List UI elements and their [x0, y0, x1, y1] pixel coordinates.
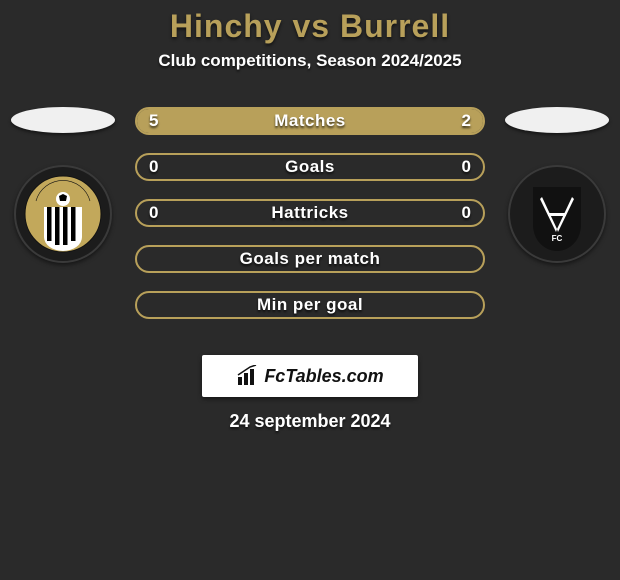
- right-player-column: FC: [502, 107, 612, 263]
- left-club-crest: [14, 165, 112, 263]
- bar-label: Goals per match: [137, 247, 483, 271]
- bar-label: Min per goal: [137, 293, 483, 317]
- chart-zone: FC 52Matches 00Goals 00Hattricks Goals per …: [0, 107, 620, 337]
- date-text: 24 september 2024: [229, 411, 390, 432]
- bar-label: Hattricks: [137, 201, 483, 225]
- svg-text:FC: FC: [552, 234, 563, 243]
- right-country-ellipse: [505, 107, 609, 133]
- stat-bar: Goals per match: [135, 245, 485, 273]
- stat-bar: 52Matches: [135, 107, 485, 135]
- brand-text: FcTables.com: [264, 366, 383, 387]
- bar-label: Goals: [137, 155, 483, 179]
- right-club-crest: FC: [508, 165, 606, 263]
- stat-bar: Min per goal: [135, 291, 485, 319]
- footer: FcTables.com 24 september 2024: [0, 355, 620, 432]
- bar-chart-icon: [236, 365, 260, 387]
- left-country-ellipse: [11, 107, 115, 133]
- afc-crest-icon: FC: [518, 175, 596, 253]
- left-player-column: [8, 107, 118, 263]
- bar-label: Matches: [137, 109, 483, 133]
- brand-badge: FcTables.com: [202, 355, 418, 397]
- comparison-infographic: Hinchy vs Burrell Club competitions, Sea…: [0, 0, 620, 432]
- subtitle: Club competitions, Season 2024/2025: [0, 51, 620, 71]
- comparison-bars: 52Matches 00Goals 00Hattricks Goals per mat…: [135, 107, 485, 319]
- stat-bar: 00Hattricks: [135, 199, 485, 227]
- stat-bar: 00Goals: [135, 153, 485, 181]
- page-title: Hinchy vs Burrell: [0, 8, 620, 45]
- notts-county-crest-icon: [24, 175, 102, 253]
